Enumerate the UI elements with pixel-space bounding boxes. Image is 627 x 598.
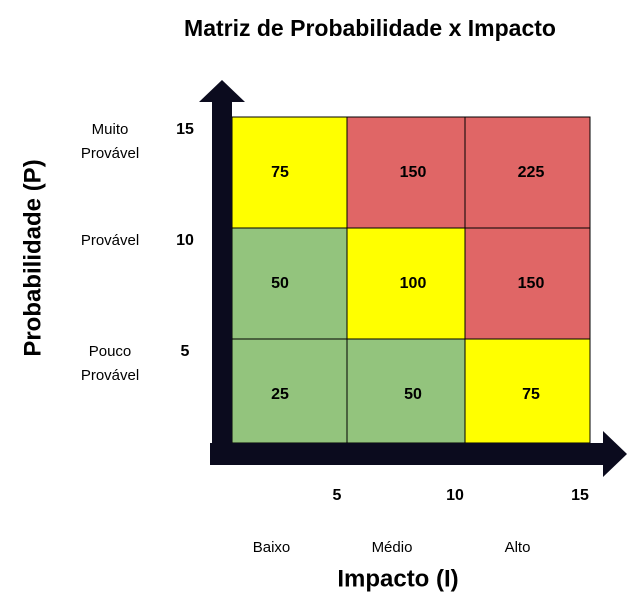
cells: 75 150 225 50 100 150 25 50 75 — [231, 116, 591, 444]
cell — [346, 116, 466, 229]
y-level-label: Provável — [81, 145, 139, 162]
y-level-label: Provável — [81, 367, 139, 384]
cell — [464, 116, 591, 229]
cell-value: 150 — [400, 164, 427, 181]
y-level-label: Muito — [92, 121, 129, 138]
x-axis-arrow — [603, 431, 627, 477]
title: Matriz de Probabilidade x Impacto — [184, 15, 556, 41]
cell-value: 75 — [271, 164, 289, 181]
cell-value: 100 — [400, 275, 427, 292]
y-axis-bar — [212, 100, 232, 465]
cell — [231, 227, 348, 340]
cell — [346, 227, 466, 340]
x-level-label: Alto — [505, 539, 531, 556]
y-level-value: 15 — [176, 121, 194, 138]
y-axis-arrow — [199, 80, 245, 102]
y-level-label: Pouco — [89, 343, 132, 360]
x-axis-title: Impacto (I) — [337, 565, 458, 592]
y-level-label: Provável — [81, 232, 139, 249]
x-level-label: Baixo — [253, 539, 291, 556]
cell-value: 25 — [271, 386, 289, 403]
cell-value: 50 — [404, 386, 422, 403]
cell — [464, 227, 591, 340]
cell-value: 150 — [518, 275, 545, 292]
cell-value: 75 — [522, 386, 540, 403]
x-level-label: Médio — [372, 539, 413, 556]
y-level-value: 10 — [176, 232, 194, 249]
cell-value: 225 — [518, 164, 545, 181]
y-axis-title: Probabilidade (P) — [19, 159, 46, 356]
cell — [346, 338, 466, 444]
cell-value: 50 — [271, 275, 289, 292]
x-level-value: 5 — [333, 487, 342, 504]
cell — [231, 338, 348, 444]
cell — [464, 338, 591, 444]
x-level-value: 15 — [571, 487, 589, 504]
x-level-value: 10 — [446, 487, 464, 504]
y-level-value: 5 — [181, 343, 190, 360]
x-axis-bar — [210, 443, 605, 465]
cell — [231, 116, 348, 229]
